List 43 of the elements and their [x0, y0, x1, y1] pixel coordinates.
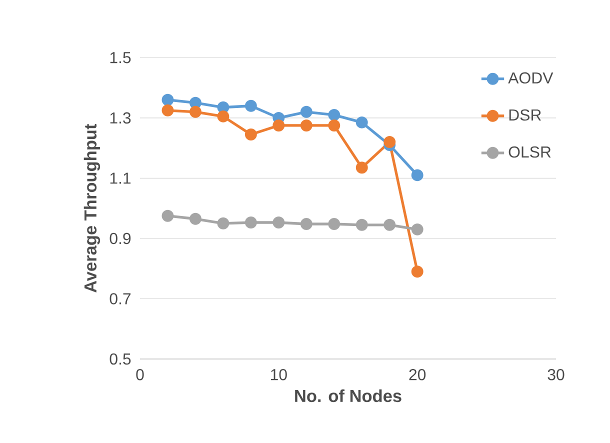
point	[244, 216, 257, 228]
point	[328, 218, 340, 230]
point	[411, 169, 424, 182]
point	[328, 119, 340, 132]
point	[411, 223, 424, 236]
point	[189, 96, 202, 109]
point	[189, 212, 202, 225]
point	[272, 216, 285, 228]
y-tick-label: 0.9	[110, 232, 131, 244]
point	[244, 128, 257, 140]
point	[384, 218, 396, 231]
point	[300, 218, 312, 230]
point	[272, 119, 285, 132]
point	[217, 217, 230, 230]
point	[217, 110, 230, 122]
point	[411, 266, 424, 278]
y-tick-label: 1.5	[110, 52, 131, 64]
x-tick-label: 20	[409, 369, 426, 380]
point	[244, 100, 257, 112]
point	[162, 210, 174, 222]
point	[162, 104, 174, 116]
legend-label: DSR	[509, 109, 541, 121]
point	[189, 106, 202, 118]
point	[356, 218, 368, 231]
point	[384, 136, 396, 148]
point	[356, 162, 368, 174]
point	[217, 101, 230, 114]
y-tick-label: 1.3	[110, 112, 131, 124]
point	[356, 116, 368, 128]
x-tick-label: 10	[271, 369, 287, 380]
legend-label: OLSR	[508, 146, 551, 158]
point	[162, 94, 174, 106]
x-tick-label: 0	[136, 369, 144, 380]
y-tick-label: 0.5	[110, 353, 131, 365]
point	[328, 108, 340, 121]
y-tick-label: 1.1	[110, 172, 131, 184]
x-axis-title: No. of Nodes	[295, 389, 402, 402]
y-axis-title: Average Throughput	[84, 124, 100, 292]
point	[300, 106, 312, 118]
x-tick-label: 30	[548, 369, 564, 380]
y-tick-label: 0.7	[110, 293, 131, 304]
legend-label: AODV	[508, 72, 554, 84]
point	[300, 119, 312, 132]
